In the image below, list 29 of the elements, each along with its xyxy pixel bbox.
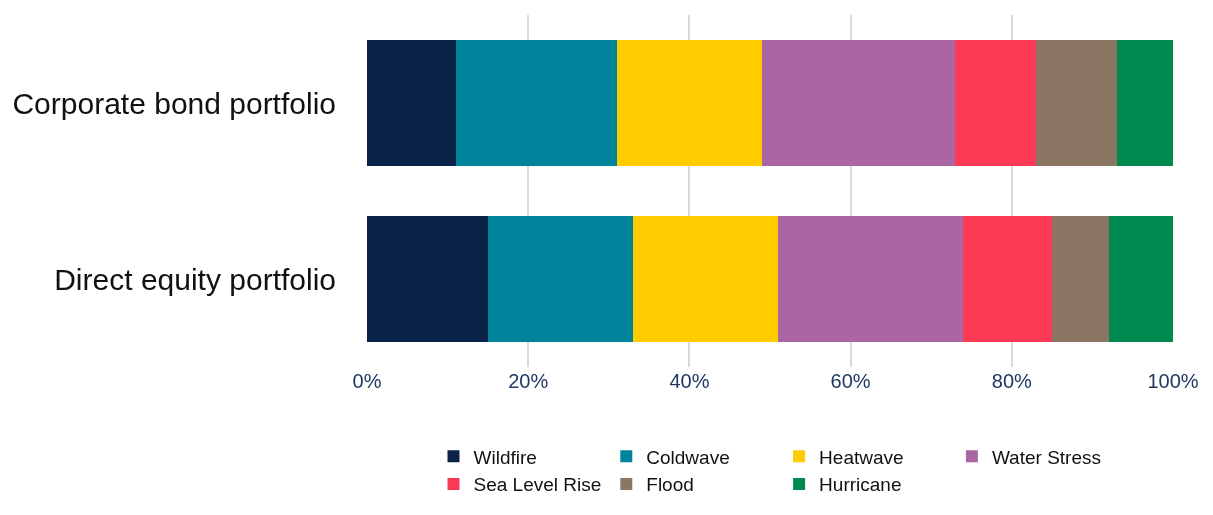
x-tick-label: 60% — [830, 370, 871, 392]
bar — [1116, 39, 1173, 167]
bar — [487, 215, 633, 343]
y-tick-label: Direct equity portfolio — [54, 262, 336, 296]
x-tick-label: 80% — [991, 370, 1033, 392]
bar — [963, 215, 1053, 343]
bar — [1108, 215, 1173, 343]
bar — [616, 39, 762, 167]
bar — [955, 39, 1036, 167]
x-tick-label: 20% — [508, 370, 549, 392]
bar — [367, 215, 488, 343]
legend-label: Heatwave — [819, 446, 904, 468]
bar — [761, 39, 956, 167]
legend-label: Sea Level Rise — [473, 474, 602, 496]
bar — [455, 39, 617, 167]
legend-label: Hurricane — [819, 474, 902, 496]
bar — [1052, 215, 1109, 343]
x-tick-label: 0% — [352, 370, 382, 392]
bar — [1035, 39, 1117, 167]
y-tick-label: Corporate bond portfolio — [12, 86, 336, 120]
legend-label: Water Stress — [991, 446, 1101, 468]
x-tick-label: 40% — [669, 370, 710, 392]
x-tick-label: 100% — [1147, 370, 1199, 392]
legend-label: Coldwave — [646, 446, 730, 468]
legend-label: Wildfire — [473, 446, 537, 468]
bar — [367, 39, 456, 167]
bar — [778, 215, 964, 343]
bar — [632, 215, 779, 343]
legend-label: Flood — [646, 474, 694, 496]
